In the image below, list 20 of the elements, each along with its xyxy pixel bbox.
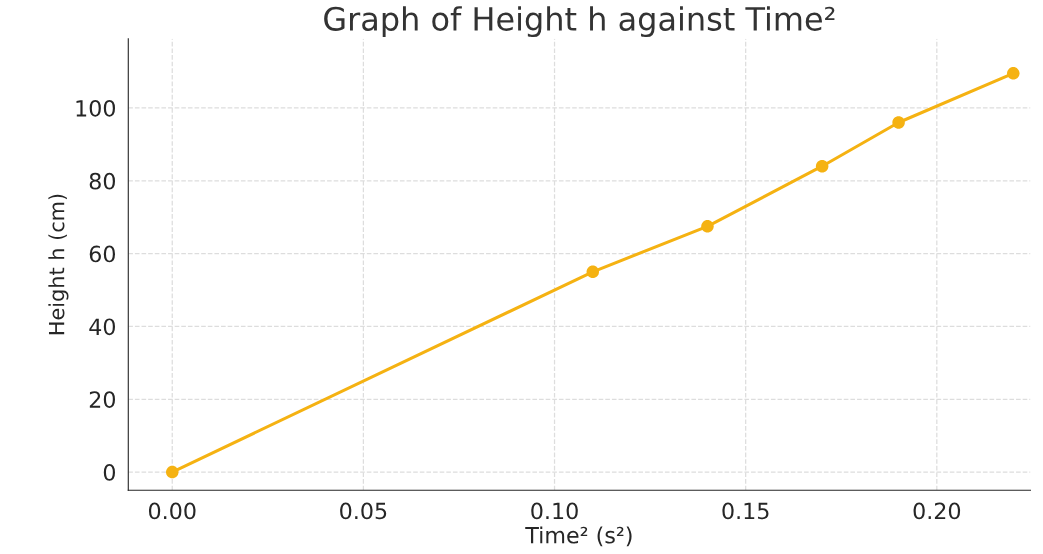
point (166, 465, 179, 479)
x-tick-label: 0.10 (531, 502, 578, 520)
y-tick-label: 40 (89, 318, 116, 336)
point (701, 220, 714, 233)
point (815, 159, 829, 173)
x-tick-label: 0.05 (340, 502, 387, 520)
y-tick-label: 0 (103, 464, 116, 481)
x-tick-label: 0.20 (913, 502, 961, 520)
y-tick-label: 100 (76, 99, 116, 117)
point (586, 265, 600, 279)
x-tick-label: 0.15 (722, 502, 769, 520)
y-tick-label: 20 (89, 391, 116, 409)
x-axis-title: Time² (s²) (525, 526, 632, 547)
point (892, 116, 905, 129)
x-tick-label: 0.00 (148, 502, 196, 520)
point (1007, 67, 1020, 80)
y-tick-label: 80 (89, 172, 116, 190)
y-axis-title: Height h (cm) (48, 194, 69, 335)
chart-title: Graph of Height h against Time² (324, 6, 835, 38)
y-tick-label: 60 (89, 245, 116, 263)
